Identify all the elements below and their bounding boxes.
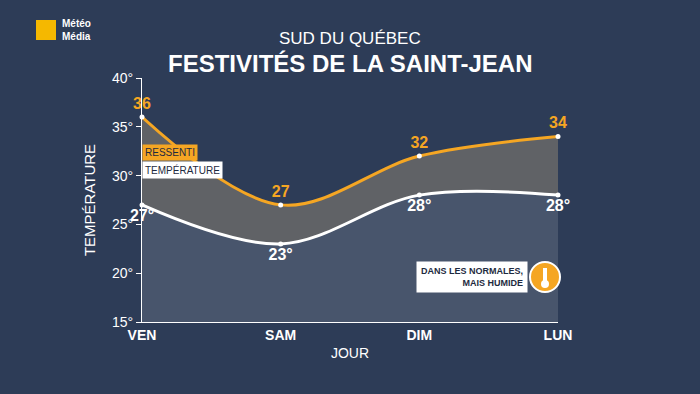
svg-text:DIM: DIM	[406, 327, 432, 343]
svg-text:40°: 40°	[112, 70, 133, 86]
svg-text:30°: 30°	[112, 168, 133, 184]
svg-text:25°: 25°	[112, 216, 133, 232]
svg-text:RESSENTI: RESSENTI	[145, 147, 195, 158]
svg-text:27: 27	[272, 183, 290, 200]
svg-text:23°: 23°	[269, 246, 293, 263]
svg-text:27°: 27°	[130, 207, 154, 224]
svg-text:28°: 28°	[546, 197, 570, 214]
svg-text:DANS LES NORMALES,MAIS HUMIDE: DANS LES NORMALES,MAIS HUMIDE	[421, 266, 523, 288]
svg-text:32: 32	[410, 134, 428, 151]
svg-text:15°: 15°	[112, 314, 133, 330]
svg-text:FESTIVITÉS DE LA SAINT-JEAN: FESTIVITÉS DE LA SAINT-JEAN	[168, 50, 533, 77]
svg-text:34: 34	[549, 114, 567, 131]
svg-text:LUN: LUN	[544, 327, 573, 343]
svg-text:TEMPÉRATURE: TEMPÉRATURE	[81, 144, 98, 256]
svg-text:36: 36	[133, 95, 151, 112]
svg-text:TEMPÉRATURE: TEMPÉRATURE	[145, 164, 220, 176]
svg-text:VEN: VEN	[128, 327, 157, 343]
svg-text:SAM: SAM	[265, 327, 296, 343]
svg-text:MétéoMédia: MétéoMédia	[62, 18, 91, 42]
svg-text:35°: 35°	[112, 119, 133, 135]
svg-text:28°: 28°	[407, 197, 431, 214]
svg-text:SUD DU QUÉBEC: SUD DU QUÉBEC	[279, 29, 421, 48]
svg-text:20°: 20°	[112, 265, 133, 281]
svg-text:JOUR: JOUR	[331, 345, 369, 361]
